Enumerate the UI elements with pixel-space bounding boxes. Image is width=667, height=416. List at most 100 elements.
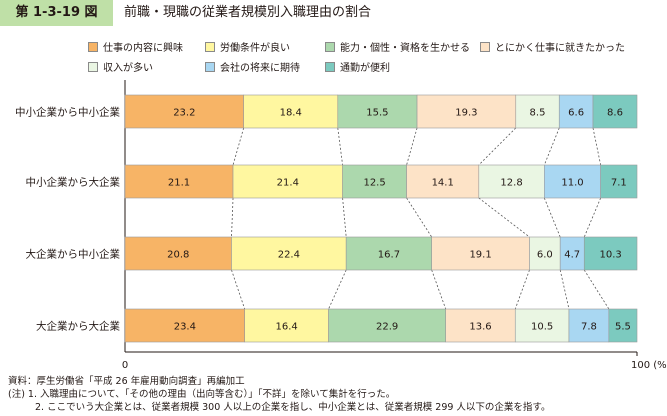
legend-label: 仕事の内容に興味: [103, 43, 183, 54]
source-note: 資料：厚生労働省「平成 26 年雇用動向調査」再編加工: [8, 376, 245, 387]
legend-swatch: [480, 42, 490, 52]
legend: 仕事の内容に興味 労働条件が良い 能力・個性・資格を生かせる とにかく仕事に就きたかっ…: [0, 0, 667, 80]
bar-segment: [416, 94, 517, 129]
data-label: 12.5: [363, 178, 385, 189]
bar-segment: [568, 308, 610, 343]
bar-segment: [243, 94, 339, 129]
x-tick-label: 0: [122, 360, 128, 370]
bar-segment: [600, 164, 638, 199]
category-label: 大企業から中小企業: [26, 248, 121, 261]
category-label: 中小企業から中小企業: [15, 106, 120, 119]
legend-item: 収入が多い: [88, 62, 153, 75]
legend-label: とにかく仕事に就きたかった: [495, 43, 625, 54]
bar-segment: [124, 94, 244, 129]
bar-segment: [515, 94, 560, 129]
data-label: 7.1: [611, 178, 627, 189]
bar-segment: [328, 308, 447, 343]
legend-label: 能力・個性・資格を生かせる: [340, 43, 470, 54]
data-label: 16.4: [275, 322, 297, 333]
connector-line: [514, 269, 530, 310]
x-tick-label: 100 (%): [631, 360, 667, 370]
data-label: 22.4: [278, 250, 300, 261]
legend-label: 通勤が便利: [340, 63, 390, 74]
data-label: 8.5: [530, 108, 546, 119]
data-label: 23.4: [174, 322, 196, 333]
category-label: 大企業から大企業: [36, 320, 120, 333]
legend-item: とにかく仕事に就きたかった: [480, 42, 625, 55]
data-label: 15.5: [366, 108, 388, 119]
connector-line: [406, 127, 418, 166]
connector-line: [592, 127, 602, 166]
bar-segment: [558, 94, 594, 129]
bar-segment: [559, 236, 585, 271]
note-1: (注) 1. 入職理由について、「その他の理由（出向等含む）」「不詳」を除いて集…: [8, 389, 396, 400]
connector-line: [478, 127, 517, 166]
bar-segment: [124, 308, 245, 343]
data-label: 19.3: [455, 108, 477, 119]
legend-swatch: [205, 62, 215, 72]
note-2: 2. ここでいう大企業とは、従業者規模 300 人以上の企業を指し、中小企業とは…: [35, 402, 551, 413]
chart-title: 前職・現職の従業者規模別入職理由の割合: [124, 5, 372, 20]
legend-label: 収入が多い: [103, 63, 153, 74]
data-label: 6.0: [537, 250, 553, 261]
data-label: 22.9: [376, 322, 398, 333]
connector-line: [583, 197, 602, 238]
connector-line: [406, 197, 433, 238]
connector-line: [231, 269, 246, 310]
bar-segment: [244, 308, 329, 343]
connector-line: [337, 127, 343, 166]
bar-segment: [345, 236, 432, 271]
legend-item: 仕事の内容に興味: [88, 42, 183, 55]
bar-segment: [124, 164, 234, 199]
bar-segment: [583, 236, 638, 271]
legend-swatch: [88, 62, 98, 72]
bar-segment: [337, 94, 418, 129]
connector-line: [231, 197, 234, 238]
data-label: 21.1: [168, 178, 190, 189]
data-label: 6.6: [568, 108, 584, 119]
data-label: 18.4: [280, 108, 302, 119]
figure-label: 第 1-3-19 図: [0, 0, 113, 26]
data-label: 7.8: [581, 322, 597, 333]
connector-line: [342, 197, 347, 238]
connector-line: [583, 269, 610, 310]
bar-segment: [544, 164, 601, 199]
bar-segment: [514, 308, 570, 343]
connector-line: [543, 127, 560, 166]
data-label: 4.7: [564, 250, 580, 261]
data-label: 14.1: [432, 178, 454, 189]
legend-swatch: [205, 42, 215, 52]
data-label: 16.7: [378, 250, 400, 261]
title-bar: 第 1-3-19 図 前職・現職の従業者規模別入職理由の割合: [0, 0, 667, 26]
data-label: 13.6: [469, 322, 491, 333]
data-label: 5.5: [615, 322, 631, 333]
bar-segment: [445, 308, 516, 343]
connector-line: [478, 197, 530, 238]
data-label: 20.8: [167, 250, 189, 261]
connector-line: [559, 269, 570, 310]
legend-swatch: [88, 42, 98, 52]
data-label: 23.2: [173, 108, 195, 119]
legend-item: 労働条件が良い: [205, 42, 290, 55]
data-label: 10.5: [531, 322, 553, 333]
category-label: 中小企業から大企業: [26, 176, 121, 189]
legend-swatch: [325, 62, 335, 72]
connector-line: [232, 127, 245, 166]
legend-swatch: [325, 42, 335, 52]
legend-label: 会社の将来に期待: [220, 63, 300, 74]
connector-line: [431, 269, 447, 310]
bar-segment: [529, 236, 561, 271]
data-label: 21.4: [277, 178, 299, 189]
legend-item: 能力・個性・資格を生かせる: [325, 42, 470, 55]
data-label: 8.6: [607, 108, 623, 119]
data-label: 11.0: [561, 178, 583, 189]
connector-line: [543, 197, 561, 238]
bar-segment: [592, 94, 638, 129]
bar-segment: [232, 164, 343, 199]
legend-label: 労働条件が良い: [220, 43, 290, 54]
notes: 資料：厚生労働省「平成 26 年雇用動向調査」再編加工 (注) 1. 入職理由に…: [8, 375, 663, 414]
data-label: 10.3: [599, 250, 621, 261]
data-label: 12.8: [500, 178, 522, 189]
legend-item: 通勤が便利: [325, 62, 390, 75]
bar-segment: [608, 308, 638, 343]
